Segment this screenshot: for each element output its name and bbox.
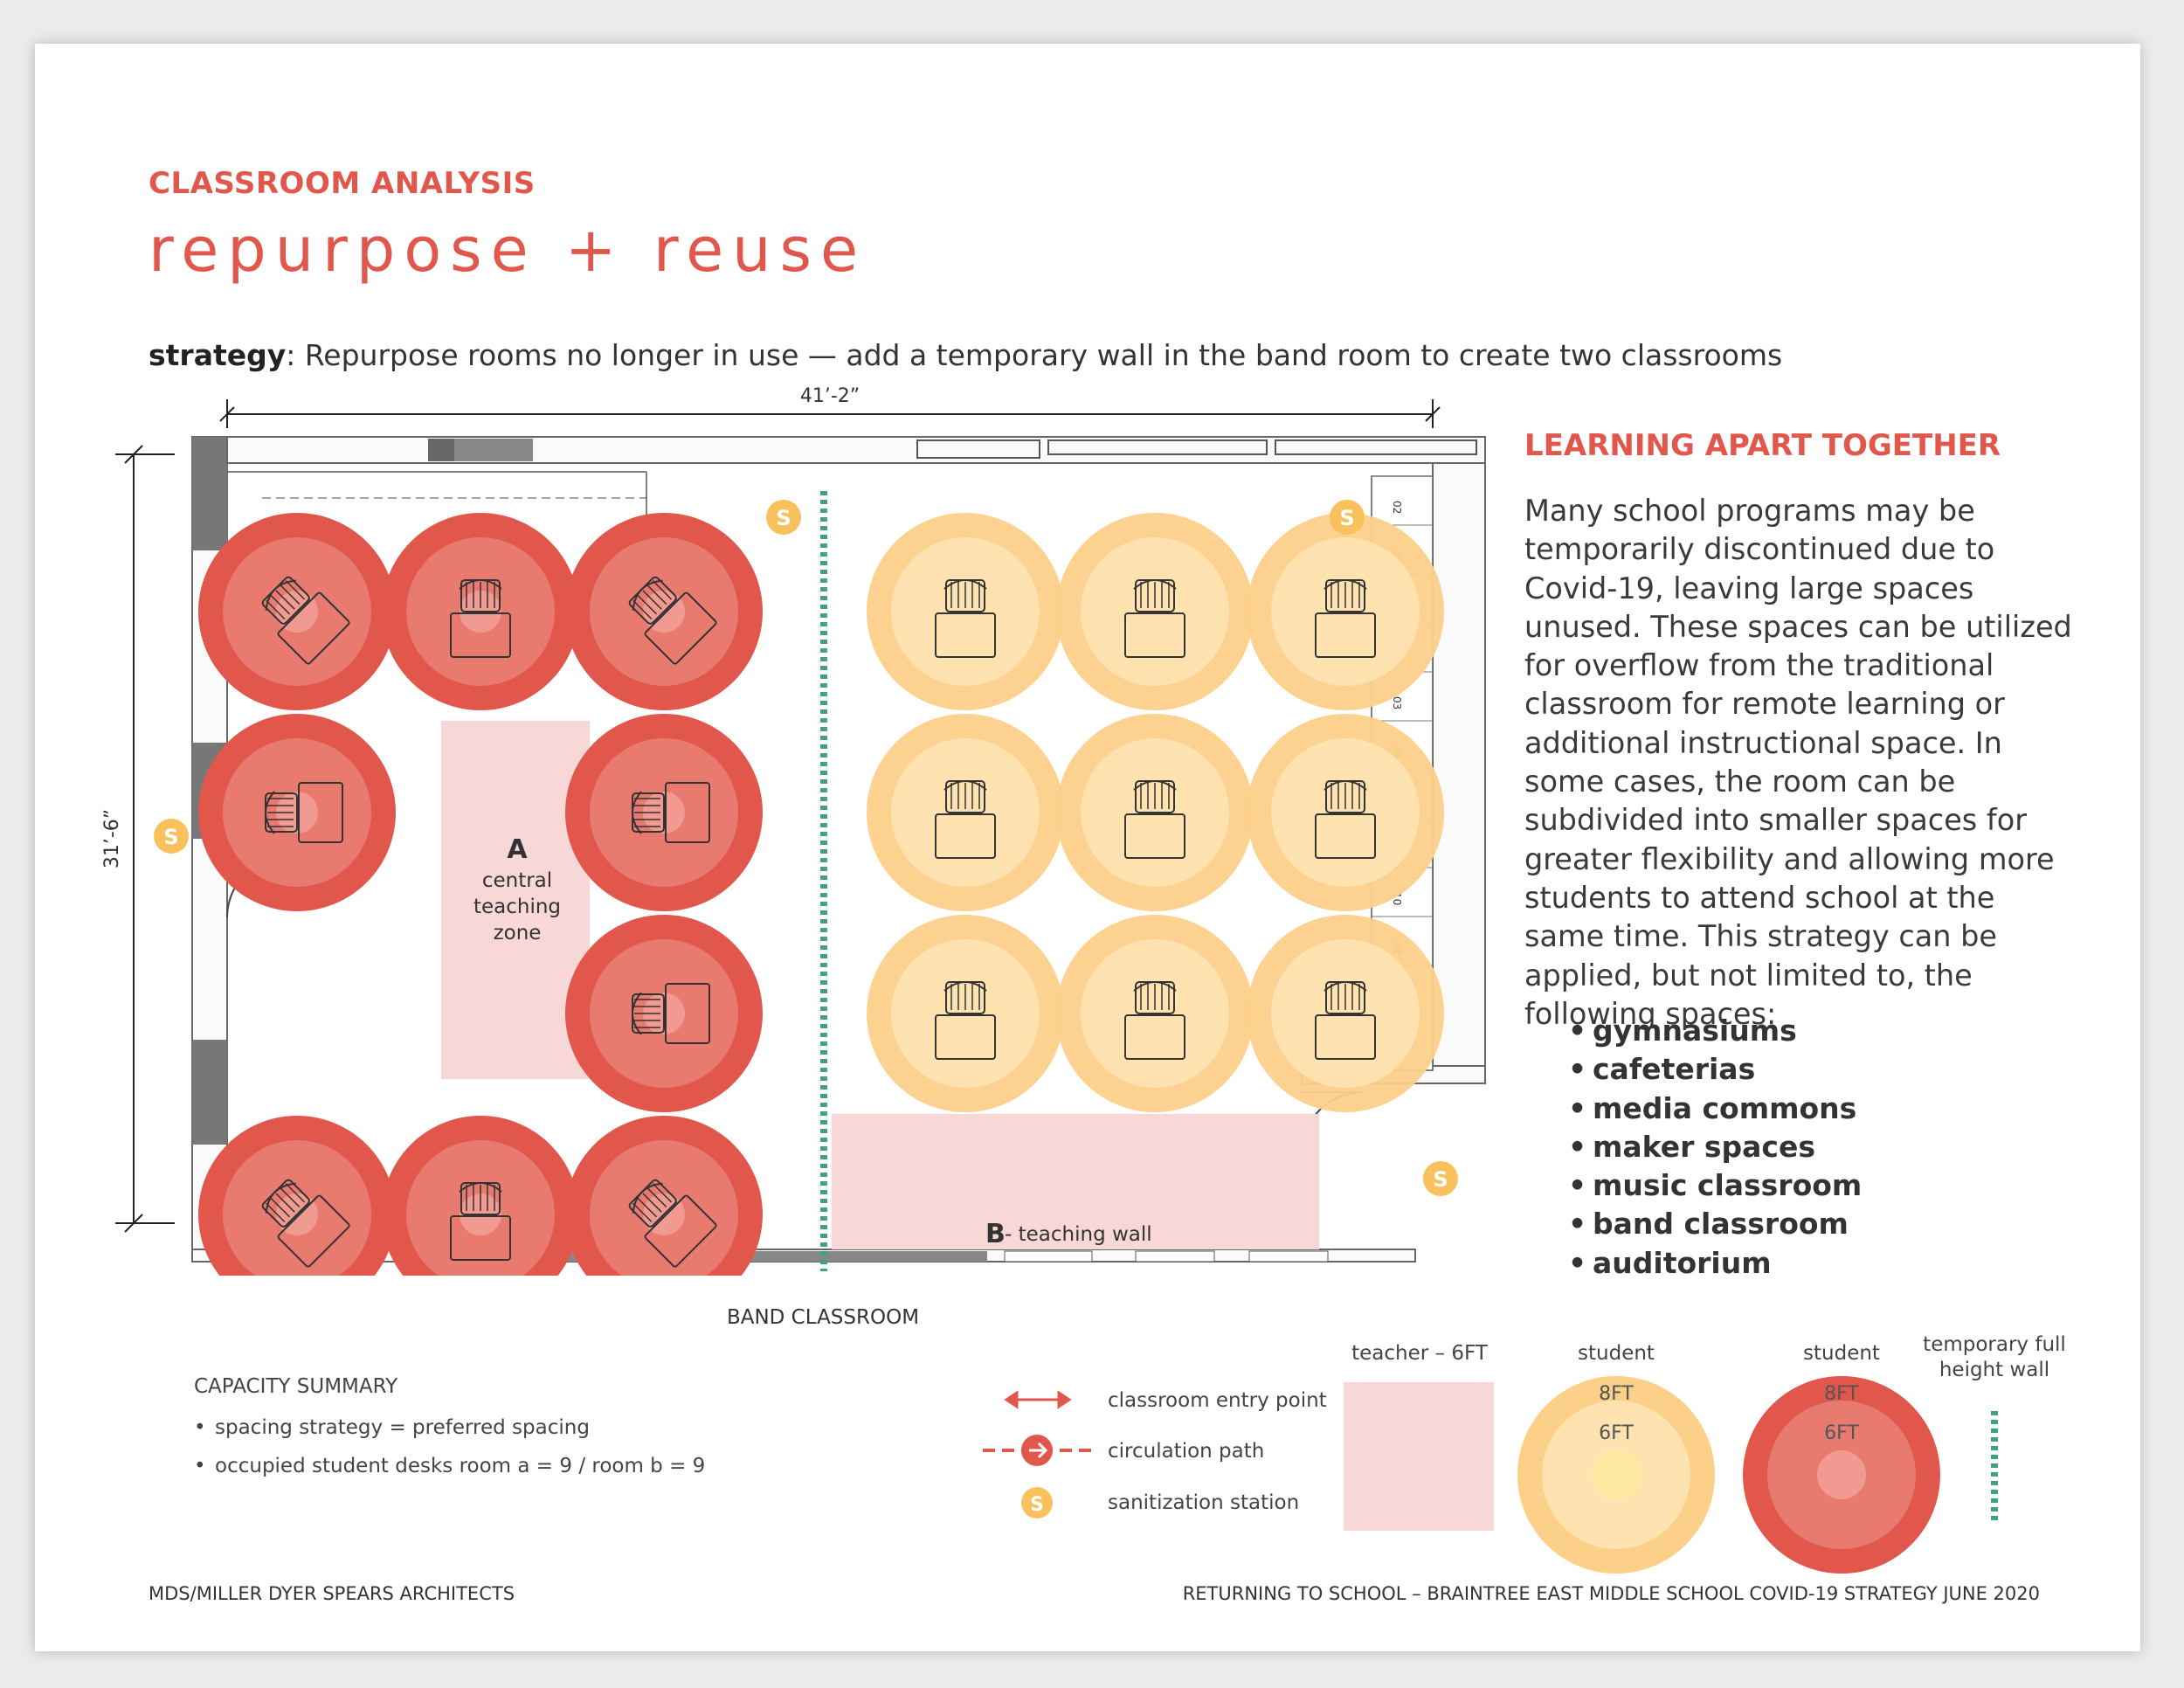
sanitizer-station-icon: S xyxy=(1423,1161,1458,1196)
space-type-item: maker spaces xyxy=(1568,1128,1862,1167)
red-student-circle xyxy=(565,513,763,710)
zone-b-label: - teaching wall xyxy=(1005,1223,1152,1246)
locker-number: 02 xyxy=(1391,501,1403,514)
sanitizer-station-icon: S xyxy=(1330,500,1365,535)
locker-number: 03 xyxy=(1391,696,1403,709)
space-type-item: media commons xyxy=(1568,1090,1862,1129)
footer-right: RETURNING TO SCHOOL – BRAINTREE EAST MID… xyxy=(1182,1583,2040,1604)
document-page: CLASSROOM ANALYSIS repurpose + reuse str… xyxy=(35,44,2140,1651)
sanitizer-station-icon: S xyxy=(154,819,189,854)
width-dimension xyxy=(219,399,1441,428)
depth-dimension-label: 31’-6” xyxy=(101,809,123,868)
capacity-item: occupied student desks room a = 9 / room… xyxy=(194,1447,705,1485)
central-teaching-zone xyxy=(441,721,590,1079)
legend-teacher-swatch xyxy=(1344,1382,1494,1531)
legend-wall-line-1: temporary full xyxy=(1923,1333,2066,1356)
zone-b-letter: B xyxy=(985,1219,1006,1249)
sanitization-stations: S S S S xyxy=(154,500,1458,1196)
sanitizer-icon: S xyxy=(1021,1487,1053,1519)
legend-teacher-label: teacher – 6FT xyxy=(1351,1342,1489,1365)
strategy-label: strategy xyxy=(149,338,287,372)
orange-student-circle xyxy=(867,915,1064,1112)
legend-orange-6ft: 6FT xyxy=(1599,1422,1634,1444)
space-type-item: cafeterias xyxy=(1568,1050,1862,1090)
sidebar-body: Many school programs may be temporarily … xyxy=(1524,494,2072,1031)
svg-text:S: S xyxy=(776,506,791,530)
orange-student-circle xyxy=(1056,915,1254,1112)
section-eyebrow: CLASSROOM ANALYSIS xyxy=(149,166,536,201)
legend-student-orange-label: student xyxy=(1578,1342,1655,1365)
space-types-list: gymnasiumscafeteriasmedia commonsmaker s… xyxy=(1568,1012,1862,1283)
legend-circulation: circulation path xyxy=(1108,1440,1264,1463)
width-dimension-label: 41’-2” xyxy=(800,385,860,407)
orange-student-circle xyxy=(1247,915,1444,1112)
orange-student-circle xyxy=(1056,513,1254,710)
red-student-circle xyxy=(198,513,396,710)
strategy-statement: strategy: Repurpose rooms no longer in u… xyxy=(149,338,1782,372)
legend: classroom entry point circulation path S… xyxy=(983,1333,2066,1574)
room-label: BAND CLASSROOM xyxy=(727,1306,919,1329)
legend-red-6ft: 6FT xyxy=(1824,1422,1859,1444)
red-student-circle xyxy=(198,714,396,911)
red-student-circle xyxy=(382,513,579,710)
legend-orange-center xyxy=(1592,1450,1641,1499)
red-student-circle xyxy=(565,915,763,1112)
red-student-circle xyxy=(565,1116,763,1276)
red-student-circle xyxy=(198,1116,396,1276)
orange-student-circle xyxy=(1247,513,1444,710)
orange-student-circle xyxy=(1056,714,1254,911)
svg-text:S: S xyxy=(163,825,178,849)
legend-orange-8ft: 8FT xyxy=(1599,1383,1634,1405)
svg-text:S: S xyxy=(1030,1494,1044,1516)
svg-text:S: S xyxy=(1433,1167,1448,1192)
entry-point-arrow-icon xyxy=(1004,1390,1072,1409)
orange-student-circle xyxy=(867,714,1064,911)
space-type-item: band classroom xyxy=(1568,1205,1862,1244)
teaching-wall-zone xyxy=(832,1114,1319,1249)
red-student-circle xyxy=(565,714,763,911)
legend-red-center xyxy=(1817,1450,1866,1499)
space-type-item: auditorium xyxy=(1568,1244,1862,1283)
zone-a-line-3: zone xyxy=(494,922,542,944)
circulation-path-icon xyxy=(983,1435,1092,1466)
legend-entry-point: classroom entry point xyxy=(1108,1389,1327,1412)
strategy-text: : Repurpose rooms no longer in use — add… xyxy=(286,338,1783,372)
space-type-item: gymnasiums xyxy=(1568,1012,1862,1051)
zone-a-line-1: central xyxy=(482,869,552,892)
sidebar-title: LEARNING APART TOGETHER xyxy=(1524,428,2001,463)
legend-student-red-label: student xyxy=(1803,1342,1880,1365)
legend-sanitization: sanitization station xyxy=(1108,1491,1299,1514)
capacity-title: CAPACITY SUMMARY xyxy=(194,1375,398,1398)
floor-plan: 41’-2” 31’-6” xyxy=(101,385,2066,1574)
orange-student-circle xyxy=(867,513,1064,710)
footer-left: MDS/MILLER DYER SPEARS ARCHITECTS xyxy=(149,1583,515,1604)
red-student-circle xyxy=(382,1116,579,1276)
legend-wall-line-2: height wall xyxy=(1939,1359,2049,1381)
zone-a-letter: A xyxy=(507,834,528,865)
desk-spacing-circles xyxy=(198,513,1444,1276)
capacity-item: spacing strategy = preferred spacing xyxy=(194,1408,705,1447)
zone-a-line-2: teaching xyxy=(473,896,561,918)
svg-text:S: S xyxy=(1339,506,1354,530)
capacity-list: spacing strategy = preferred spacing occ… xyxy=(194,1408,705,1485)
sanitizer-station-icon: S xyxy=(766,500,801,535)
depth-dimension xyxy=(115,445,175,1233)
orange-student-circle xyxy=(1247,714,1444,911)
legend-red-8ft: 8FT xyxy=(1824,1383,1859,1405)
page-title: repurpose + reuse xyxy=(149,214,867,286)
space-type-item: music classroom xyxy=(1568,1166,1862,1206)
